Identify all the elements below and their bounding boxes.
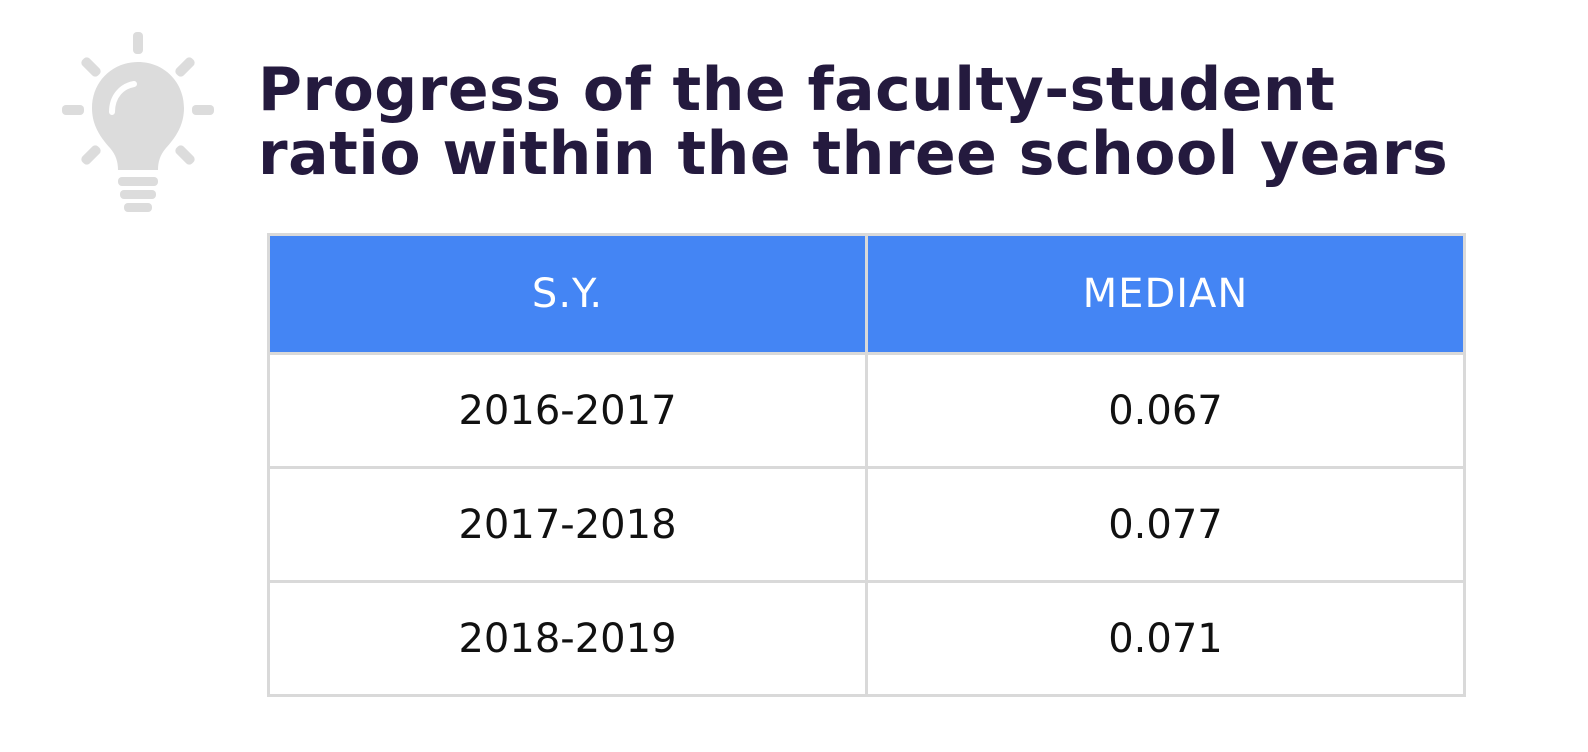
lightbulb-icon — [62, 32, 214, 212]
table-row: 2018-2019 0.071 — [267, 580, 1466, 697]
cell-median: 0.067 — [865, 352, 1466, 469]
cell-school-year: 2017-2018 — [267, 466, 868, 583]
chart-title-line-1: Progress of the faculty-student — [258, 55, 1336, 125]
cell-school-year: 2016-2017 — [267, 352, 868, 469]
cell-school-year: 2018-2019 — [267, 580, 868, 697]
data-table: S.Y. MEDIAN 2016-2017 0.067 2017-2018 0.… — [267, 233, 1466, 697]
table-row: 2016-2017 0.067 — [267, 352, 1466, 469]
chart-title-line-2: ratio within the three school years — [258, 119, 1449, 189]
column-header-sy: S.Y. — [267, 233, 868, 355]
table-row: 2017-2018 0.077 — [267, 466, 1466, 583]
cell-median: 0.077 — [865, 466, 1466, 583]
cell-median: 0.071 — [865, 580, 1466, 697]
column-header-median: MEDIAN — [865, 233, 1466, 355]
chart-title: Progress of the faculty-student ratio wi… — [258, 58, 1558, 186]
data-table-container: S.Y. MEDIAN 2016-2017 0.067 2017-2018 0.… — [267, 233, 1466, 697]
table-header-row: S.Y. MEDIAN — [267, 233, 1466, 355]
